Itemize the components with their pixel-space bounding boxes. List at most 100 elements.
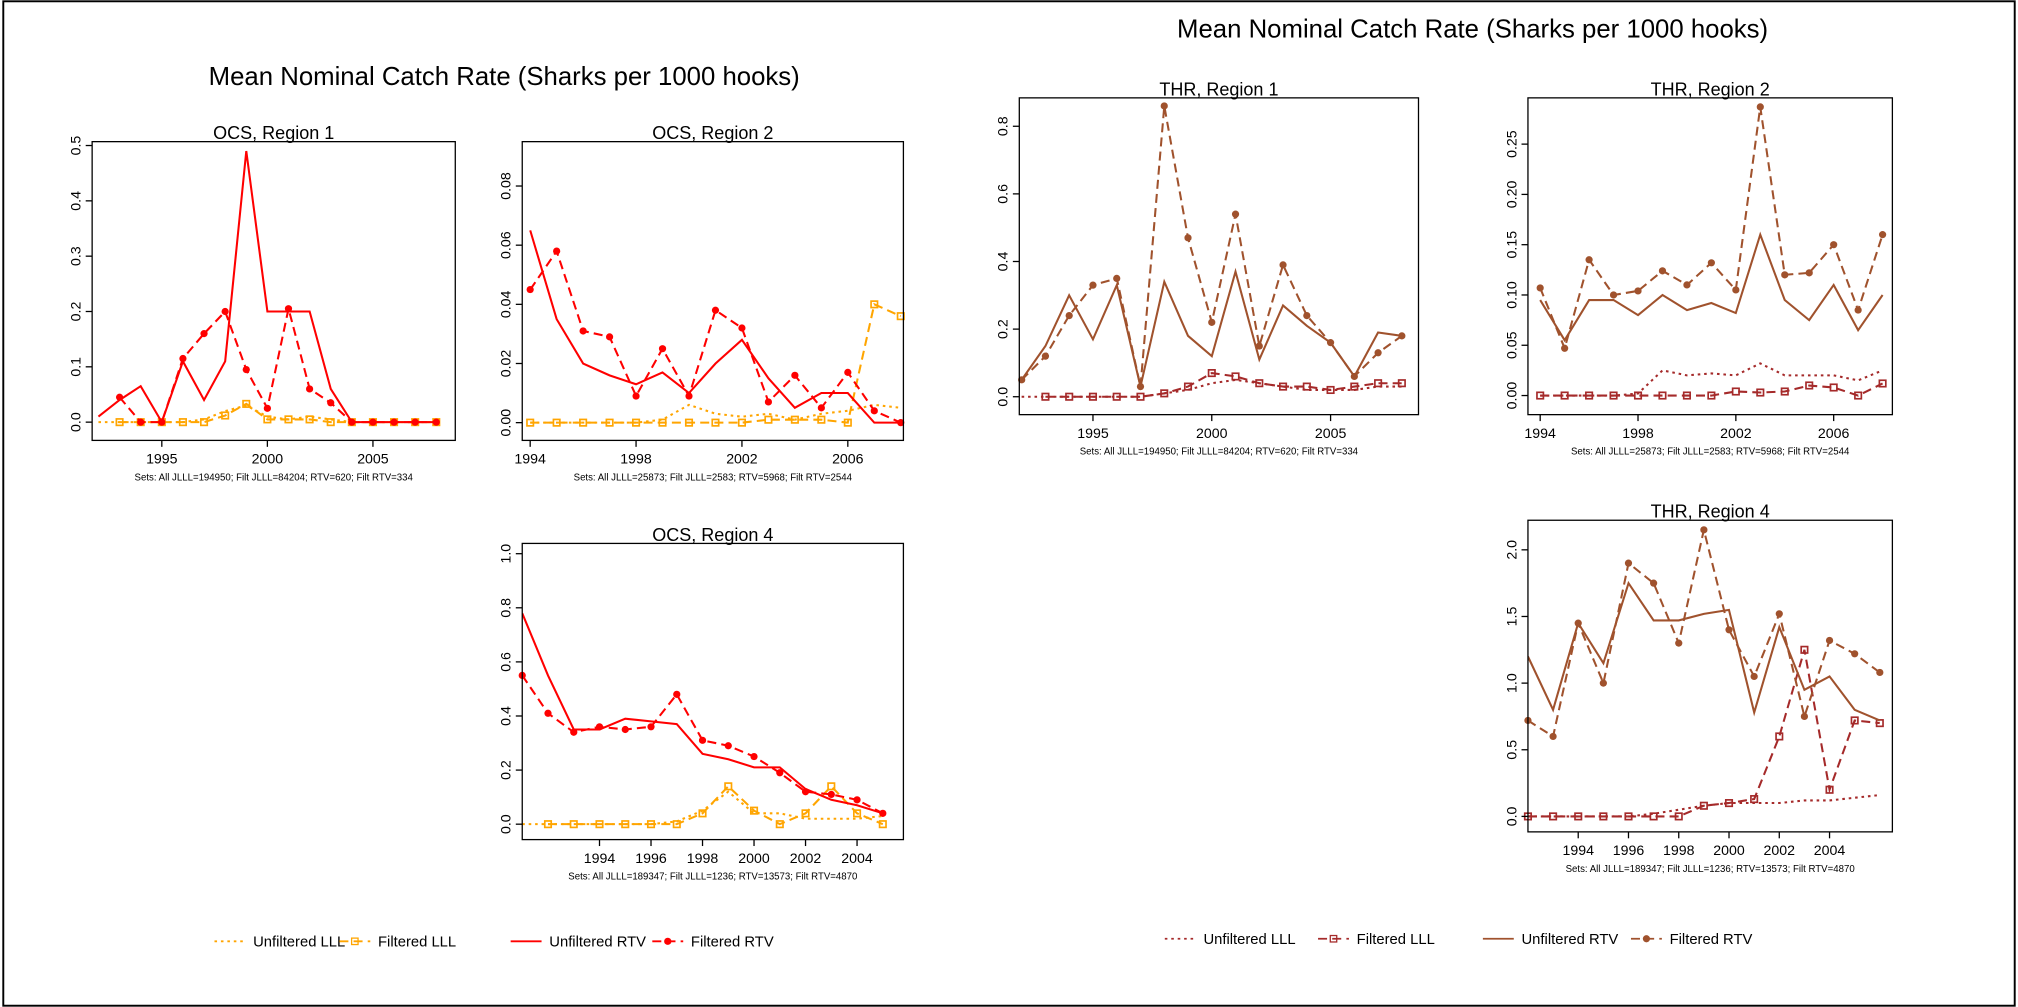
marker — [1599, 812, 1608, 821]
y-tick-label: 0.00 — [1504, 382, 1520, 410]
marker — [684, 418, 694, 427]
marker — [1065, 311, 1073, 320]
marker — [621, 820, 630, 829]
series-line — [1527, 580, 1881, 722]
series-line — [1045, 371, 1402, 398]
marker — [553, 247, 561, 255]
marker — [1854, 306, 1862, 314]
marker — [1850, 716, 1859, 725]
marker — [878, 820, 887, 829]
marker — [605, 333, 614, 341]
marker — [685, 392, 693, 400]
marker — [432, 418, 440, 426]
marker — [595, 723, 604, 731]
marker — [1756, 103, 1764, 111]
marker — [897, 419, 905, 427]
marker — [526, 285, 534, 294]
marker — [137, 418, 145, 426]
figure-title: Mean Nominal Catch Rate (Sharks per 1000… — [1177, 15, 1768, 43]
x-tick-label: 1996 — [635, 851, 667, 867]
x-tick-label: 1995 — [146, 452, 178, 468]
marker — [326, 418, 335, 427]
marker — [411, 418, 419, 426]
y-tick-label: 0.8 — [996, 116, 1012, 136]
marker — [605, 418, 614, 427]
plot-border — [1527, 519, 1894, 833]
y-tick-label: 0.4 — [499, 706, 515, 726]
marker — [764, 398, 773, 406]
marker — [647, 723, 655, 731]
marker — [1255, 379, 1264, 388]
x-tick-label: 1994 — [584, 851, 616, 867]
x-tick-label: 2005 — [357, 452, 389, 468]
x-tick-label: 2006 — [832, 452, 864, 468]
caption: Sets: All JLLL=25873; Filt JLLL=2583; RT… — [1571, 447, 1850, 458]
marker — [724, 742, 732, 750]
marker — [1633, 391, 1643, 400]
marker — [1326, 339, 1335, 347]
marker — [1675, 639, 1683, 647]
legend-label: Filtered LLL — [1357, 932, 1435, 948]
x-tick-label: 1995 — [1077, 426, 1109, 442]
marker — [711, 306, 720, 314]
panel-title: THR, Region 4 — [1651, 502, 1770, 522]
marker — [775, 820, 784, 829]
marker — [1350, 382, 1359, 391]
marker — [1279, 261, 1287, 269]
marker — [1041, 392, 1050, 401]
marker — [1732, 286, 1740, 294]
marker — [1624, 559, 1633, 567]
panel-title: THR, Region 1 — [1159, 79, 1278, 99]
panel-title: OCS, Region 4 — [652, 525, 773, 545]
legend-marker — [664, 937, 672, 945]
marker — [1825, 785, 1834, 794]
y-tick-label: 0.06 — [499, 231, 515, 259]
marker — [552, 418, 561, 427]
marker — [1183, 382, 1193, 391]
marker — [1255, 342, 1263, 350]
marker — [1750, 672, 1758, 681]
marker — [1658, 267, 1667, 275]
marker — [1800, 645, 1809, 654]
x-tick-label: 1996 — [1613, 843, 1645, 859]
marker — [1851, 650, 1859, 658]
marker — [1674, 812, 1683, 821]
y-tick-label: 0.5 — [69, 136, 85, 156]
marker — [263, 404, 271, 412]
y-tick-label: 1.0 — [1504, 673, 1520, 693]
marker — [1658, 391, 1667, 400]
caption: Sets: All JLLL=25873; Filt JLLL=2583; RT… — [574, 472, 853, 483]
y-tick-label: 0.0 — [996, 387, 1012, 407]
marker — [1649, 812, 1658, 821]
x-tick-label: 2002 — [1720, 426, 1752, 442]
marker — [158, 418, 166, 426]
marker — [1065, 392, 1074, 401]
marker — [1088, 392, 1098, 401]
marker — [199, 418, 209, 427]
marker — [1682, 391, 1691, 400]
x-tick-label: 1994 — [514, 452, 546, 468]
y-tick-label: 0.00 — [499, 409, 515, 437]
marker — [1089, 281, 1097, 289]
marker — [178, 418, 187, 427]
marker — [570, 728, 578, 736]
marker — [327, 399, 335, 407]
marker — [543, 820, 553, 829]
marker — [632, 392, 640, 400]
y-tick-label: 0.5 — [1504, 740, 1520, 760]
y-tick-label: 0.0 — [499, 814, 515, 834]
marker — [1825, 636, 1834, 645]
marker — [200, 330, 208, 338]
x-tick-label: 2004 — [1814, 843, 1846, 859]
marker — [1775, 732, 1784, 741]
series-line — [1527, 649, 1880, 818]
marker — [1854, 391, 1863, 400]
marker — [844, 368, 852, 376]
x-tick-label: 1994 — [1562, 843, 1594, 859]
marker — [724, 782, 733, 791]
marker — [1536, 391, 1545, 400]
marker — [1374, 379, 1383, 388]
series-line — [1540, 382, 1884, 397]
